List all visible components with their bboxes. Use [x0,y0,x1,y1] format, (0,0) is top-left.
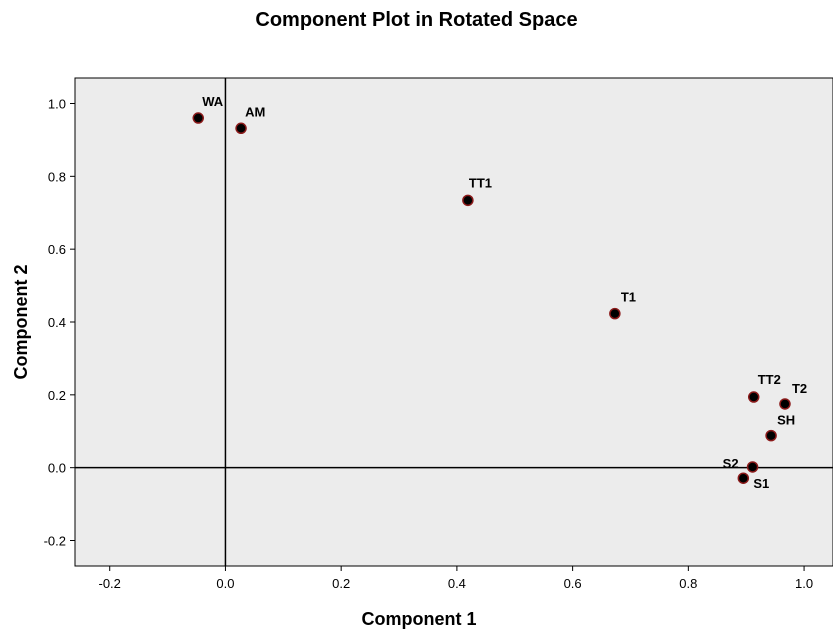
point-label: AM [245,104,265,119]
chart-title: Component Plot in Rotated Space [255,9,578,31]
scatter-point [609,307,621,320]
x-tick-label: 0.6 [564,576,582,591]
y-tick-label: 0.8 [48,169,66,184]
scatter-point [235,122,247,135]
y-tick-label: 0.4 [48,315,66,330]
y-tick-label: 1.0 [48,96,66,111]
x-tick-label: 0.4 [448,576,466,591]
y-tick-label: 0.2 [48,388,66,403]
point-label: S2 [723,456,739,471]
scatter-point [462,194,474,207]
point-label: T1 [621,290,636,305]
point-label: SH [777,413,795,428]
scatter-point [746,461,759,473]
point-label: TT1 [469,175,492,190]
scatter-point [747,391,760,403]
plot-area [74,77,833,567]
x-axis-title: Component 1 [362,609,477,629]
x-tick-label: 0.0 [216,576,234,591]
y-tick-label: 0.6 [48,242,66,257]
scatter-point [779,398,791,410]
scatter-point [737,472,750,484]
x-tick-label: 0.8 [679,576,697,591]
y-tick-label: 0.0 [48,461,66,476]
point-label: WA [202,94,224,109]
scatter-point [192,112,204,124]
x-tick-label: -0.2 [99,576,121,591]
point-label: T2 [792,381,807,396]
y-axis-title: Component 2 [11,265,31,380]
x-tick-label: 1.0 [795,576,813,591]
point-label: TT2 [758,372,781,387]
y-tick-label: -0.2 [44,534,66,549]
scatter-point [765,429,777,442]
x-tick-label: 0.2 [332,576,350,591]
point-label: S1 [753,476,769,491]
